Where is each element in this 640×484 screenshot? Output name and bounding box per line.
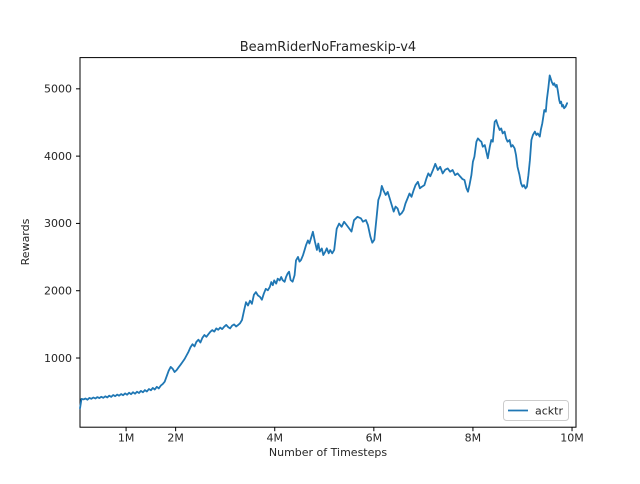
y-tick-label-5000: 5000 xyxy=(44,83,72,96)
legend: acktr xyxy=(503,400,569,421)
x-axis-label: Number of Timesteps xyxy=(269,446,387,459)
legend-box xyxy=(503,400,569,421)
x-tick-label-2M: 2M xyxy=(167,432,184,445)
x-tick-label-8M: 8M xyxy=(465,432,482,445)
y-axis-ticks: 1000 2000 3000 4000 5000 xyxy=(44,83,80,365)
x-tick-label-6M: 6M xyxy=(366,432,383,445)
plot-area-frame xyxy=(79,57,577,428)
chart-title: BeamRiderNoFrameskip-v4 xyxy=(240,40,416,55)
y-axis-label: Rewards xyxy=(19,218,32,265)
y-tick-label-3000: 3000 xyxy=(44,217,72,230)
y-tick-label-2000: 2000 xyxy=(44,285,72,298)
acktr-series-line xyxy=(79,74,568,410)
x-tick-label-10M: 10M xyxy=(560,432,584,445)
y-tick-label-1000: 1000 xyxy=(44,352,72,365)
legend-label-acktr: acktr xyxy=(535,405,563,418)
x-tick-label-1M: 1M xyxy=(118,432,135,445)
x-tick-label-4M: 4M xyxy=(266,432,283,445)
x-axis-ticks: 1M 2M 4M 6M 8M 10M xyxy=(118,427,584,445)
y-tick-label-4000: 4000 xyxy=(44,150,72,163)
